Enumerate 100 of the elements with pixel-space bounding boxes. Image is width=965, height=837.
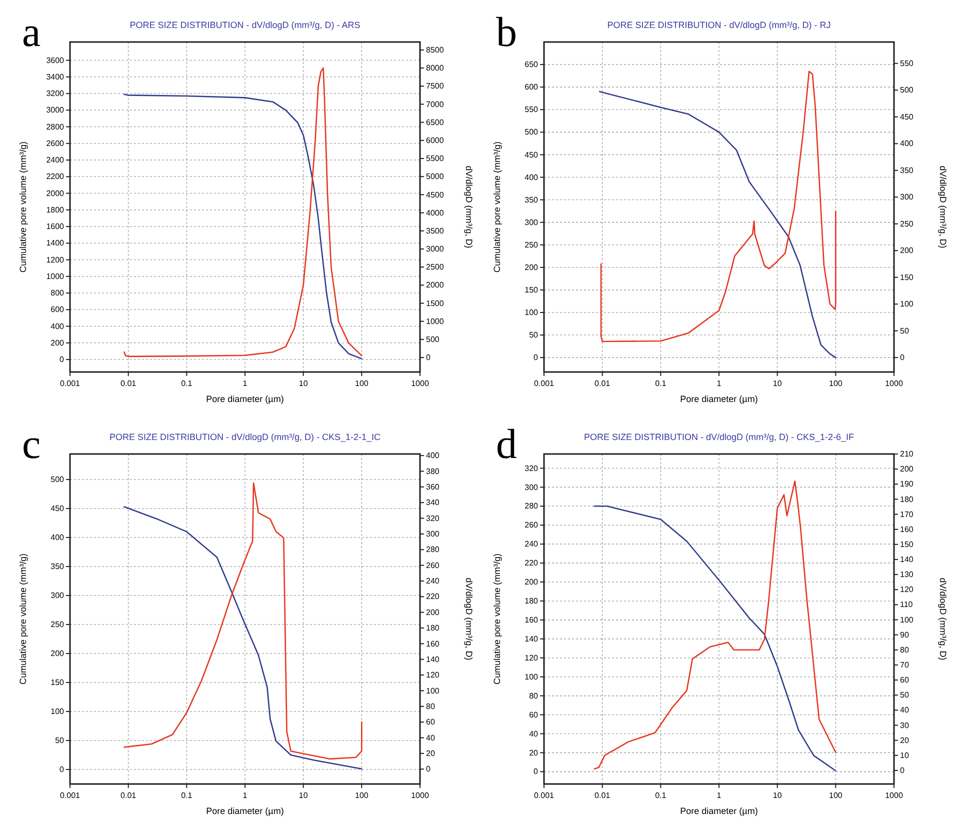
x-tick-label: 0.001 (60, 791, 81, 800)
y-tick-label: 120 (524, 653, 539, 662)
y2-axis-title: dV/dlogD (mm³/g, D) (464, 578, 474, 660)
y-tick-label: 300 (50, 591, 65, 600)
x-tick-label: 100 (354, 791, 369, 800)
y-tick-label: 2400 (46, 156, 65, 165)
y-tick-label: 100 (524, 672, 539, 682)
x-tick-label: 10 (772, 379, 782, 388)
text: c (22, 422, 41, 468)
text: d (496, 422, 517, 468)
y2-tick-label: 1000 (426, 316, 444, 326)
y2-tick-label: 80 (426, 702, 436, 711)
y2-tick-label: 0 (426, 353, 431, 362)
y-tick-label: 150 (50, 678, 65, 688)
y2-tick-label: 150 (900, 272, 914, 282)
y-tick-label: 150 (524, 286, 539, 295)
y2-tick-label: 150 (900, 540, 914, 549)
y-tick-label: 2000 (46, 188, 65, 198)
y-tick-label: 0 (60, 355, 65, 364)
y2-tick-label: 210 (900, 450, 914, 459)
y2-tick-label: 400 (900, 139, 914, 148)
x-tick-label: 1 (242, 379, 248, 388)
y-tick-label: 350 (50, 562, 65, 572)
y-tick-label: 3200 (46, 89, 65, 98)
y-tick-label: 600 (50, 305, 65, 314)
y-tick-label: 3600 (46, 56, 65, 65)
y2-tick-label: 450 (900, 112, 914, 122)
y2-tick-label: 40 (426, 733, 436, 742)
y2-tick-label: 200 (426, 608, 440, 617)
y2-tick-label: 6500 (426, 118, 444, 127)
y-tick-label: 100 (50, 707, 65, 716)
y-tick-label: 100 (524, 308, 539, 318)
chart-title: PORE SIZE DISTRIBUTION - dV/dlogD (mm³/g, D) - CKS_1-2-6_IF (584, 432, 855, 442)
y-tick-label: 500 (50, 475, 65, 484)
y-tick-label: 60 (529, 710, 539, 720)
y-tick-label: 400 (50, 322, 65, 331)
y2-tick-label: 70 (900, 660, 910, 670)
y2-tick-label: 500 (426, 334, 440, 344)
y2-tick-label: 100 (900, 300, 914, 309)
y2-tick-label: 100 (426, 686, 440, 696)
y2-tick-label: 60 (426, 718, 436, 727)
y2-tick-label: 160 (900, 524, 914, 534)
y2-tick-label: 200 (900, 246, 914, 256)
chart-title: PORE SIZE DISTRIBUTION - dV/dlogD (mm³/g, D) - ARS (130, 20, 360, 30)
y2-tick-label: 320 (426, 514, 440, 523)
x-tick-label: 0.1 (655, 379, 667, 388)
y2-tick-label: 300 (426, 530, 440, 539)
y-tick-label: 3000 (46, 106, 65, 115)
y2-tick-label: 2000 (426, 280, 444, 290)
x-tick-label: 10 (298, 791, 308, 800)
y2-axis-title: dV/dlogD (mm³/g, D) (938, 578, 948, 660)
x-tick-label: 10 (298, 379, 308, 388)
y-tick-label: 0 (534, 353, 539, 362)
y2-axis-title: dV/dlogD (mm³/g, D) (464, 166, 474, 248)
y-tick-label: 300 (524, 482, 539, 492)
y2-tick-label: 5000 (426, 172, 444, 182)
y2-tick-label: 0 (900, 353, 905, 362)
y-tick-label: 140 (524, 634, 539, 644)
y2-tick-label: 20 (426, 748, 436, 758)
y2-tick-label: 260 (426, 560, 440, 570)
y-tick-label: 200 (50, 649, 65, 658)
y2-tick-label: 120 (426, 670, 440, 680)
chart-title: PORE SIZE DISTRIBUTION - dV/dlogD (mm³/g, D) - RJ (607, 20, 831, 30)
y2-tick-label: 220 (426, 592, 440, 602)
y-tick-label: 200 (524, 578, 539, 587)
x-tick-label: 0.001 (534, 379, 555, 388)
y2-tick-label: 180 (426, 624, 440, 633)
y-tick-label: 300 (524, 218, 539, 227)
y-tick-label: 0 (60, 765, 65, 774)
y-tick-label: 260 (524, 520, 539, 530)
y2-tick-label: 7500 (426, 82, 444, 91)
x-tick-label: 0.01 (120, 791, 137, 800)
y2-tick-label: 130 (900, 570, 914, 580)
x-axis-title: Pore diameter (µm) (206, 806, 284, 816)
text: b (496, 10, 517, 56)
y2-tick-label: 380 (426, 466, 440, 476)
y2-axis-title: dV/dlogD (mm³/g, D) (938, 166, 948, 248)
y-tick-label: 240 (524, 540, 539, 549)
y-tick-label: 400 (524, 172, 539, 182)
y-tick-label: 1200 (46, 255, 65, 264)
y-tick-label: 220 (524, 558, 539, 568)
y2-tick-label: 10 (900, 750, 910, 760)
y-tick-label: 40 (529, 729, 539, 738)
y-tick-label: 350 (524, 195, 539, 204)
y2-tick-label: 500 (900, 86, 914, 95)
x-tick-label: 1 (716, 791, 722, 800)
y2-tick-label: 3500 (426, 226, 444, 236)
x-tick-label: 1000 (411, 379, 430, 388)
x-tick-label: 0.01 (594, 379, 611, 388)
y2-tick-label: 200 (900, 464, 914, 474)
y2-tick-label: 8500 (426, 46, 444, 55)
y-tick-label: 200 (50, 338, 65, 348)
y-tick-label: 450 (524, 150, 539, 160)
y-tick-label: 2200 (46, 172, 65, 182)
y-tick-label: 0 (534, 767, 539, 776)
y2-tick-label: 340 (426, 498, 440, 508)
y2-tick-label: 30 (900, 720, 910, 730)
y2-tick-label: 360 (426, 482, 440, 492)
y-tick-label: 320 (524, 464, 539, 473)
y-tick-label: 250 (524, 240, 539, 250)
